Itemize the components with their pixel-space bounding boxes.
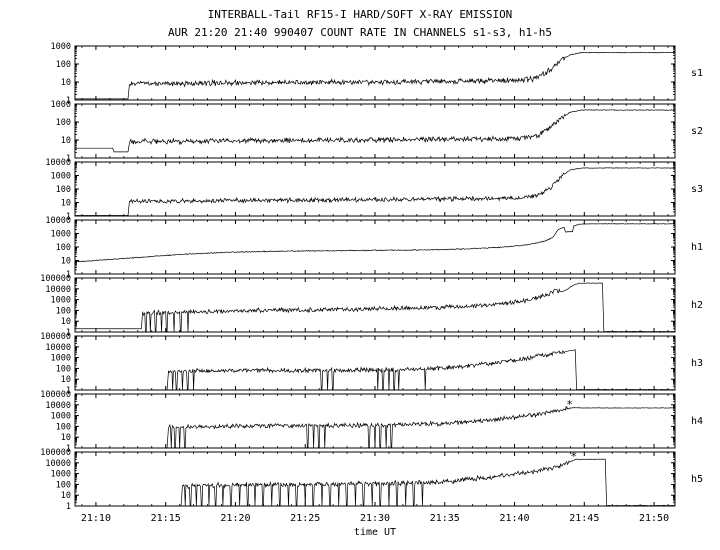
y-tick-label: 1 bbox=[66, 96, 71, 106]
y-tick-label: 10 bbox=[61, 375, 71, 385]
panel-s1: 1 10 100 1000 s1 bbox=[51, 42, 704, 106]
y-tick-label: 10000 bbox=[45, 343, 71, 353]
panel-border bbox=[74, 161, 676, 217]
panel-label-s1: s1 bbox=[691, 68, 703, 79]
y-tick-label: 1 bbox=[66, 270, 71, 280]
y-tick-label: 100000 bbox=[40, 448, 71, 458]
y-tick-label: 10 bbox=[61, 433, 71, 443]
y-tick-label: 10 bbox=[61, 317, 71, 327]
x-axis-title: time UT bbox=[354, 527, 396, 538]
x-tick-label: 21:25 bbox=[290, 513, 320, 524]
panel-border bbox=[74, 103, 676, 159]
panel-label-h3: h3 bbox=[691, 358, 703, 369]
y-tick-label: 100 bbox=[56, 60, 71, 70]
x-tick-label: 21:20 bbox=[220, 513, 250, 524]
y-tick-label: 10 bbox=[61, 199, 71, 209]
y-tick-label: 1000 bbox=[51, 412, 71, 422]
series-h2 bbox=[75, 282, 676, 333]
panel-h1: 1 10 100 1000 10000 h1 bbox=[45, 216, 703, 280]
y-tick-label: 1 bbox=[66, 386, 71, 396]
panel-border bbox=[74, 451, 676, 507]
series-h5 bbox=[180, 458, 676, 507]
y-tick-label: 1 bbox=[66, 328, 71, 338]
x-tick-label: 21:45 bbox=[569, 513, 599, 524]
series-h4 bbox=[166, 406, 676, 449]
series-h1 bbox=[74, 223, 676, 263]
peak-marker-h4: * bbox=[566, 398, 573, 411]
x-axis-labels-group: 21:10 21:15 21:20 21:25 21:30 21:35 21:40 21:45… bbox=[81, 513, 669, 524]
panel-label-s2: s2 bbox=[691, 126, 703, 137]
panel-border bbox=[74, 335, 676, 391]
y-tick-label: 100 bbox=[56, 118, 71, 128]
panel-s3: 1 10 100 1000 10000 s3 bbox=[45, 158, 703, 222]
panel-label-s3: s3 bbox=[691, 184, 703, 195]
y-tick-label: 100 bbox=[56, 243, 71, 253]
y-tick-label: 100 bbox=[56, 306, 71, 316]
y-tick-label: 10 bbox=[61, 136, 71, 146]
y-tick-label: 1 bbox=[66, 154, 71, 164]
y-tick-label: 1000 bbox=[51, 42, 71, 52]
peak-marker-h5: * bbox=[571, 450, 578, 463]
chart-title: INTERBALL-Tail RF15-I HARD/SOFT X-RAY EM… bbox=[208, 8, 513, 21]
series-h3 bbox=[166, 349, 676, 391]
panel-border bbox=[74, 45, 676, 101]
y-tick-label: 1000 bbox=[51, 100, 71, 110]
x-tick-label: 21:10 bbox=[81, 513, 111, 524]
y-tick-label: 100000 bbox=[40, 390, 71, 400]
panel-label-h4: h4 bbox=[691, 416, 703, 427]
y-tick-label: 100000 bbox=[40, 332, 71, 342]
y-tick-label: 1 bbox=[66, 212, 71, 222]
y-tick-label: 10000 bbox=[45, 401, 71, 411]
panel-label-h2: h2 bbox=[691, 300, 703, 311]
y-tick-label: 10000 bbox=[45, 285, 71, 295]
chart-subtitle: AUR 21:20 21:40 990407 COUNT RATE IN CHA… bbox=[168, 26, 552, 39]
y-tick-label: 100 bbox=[56, 422, 71, 432]
series-s3 bbox=[75, 167, 676, 216]
x-tick-label: 21:15 bbox=[151, 513, 181, 524]
panel-border bbox=[74, 219, 676, 275]
panels-group: 1101001000s11101001000s2110100100010000s… bbox=[40, 42, 703, 512]
y-tick-label: 100 bbox=[56, 480, 71, 490]
x-tick-label: 21:35 bbox=[430, 513, 460, 524]
y-tick-label: 1000 bbox=[51, 354, 71, 364]
series-s2 bbox=[75, 109, 676, 153]
y-tick-label: 10000 bbox=[45, 459, 71, 469]
panel-border bbox=[74, 277, 676, 333]
y-tick-label: 10 bbox=[61, 491, 71, 501]
y-tick-label: 10 bbox=[61, 78, 71, 88]
y-tick-label: 10 bbox=[61, 257, 71, 267]
y-tick-label: 1 bbox=[66, 444, 71, 454]
y-tick-label: 1000 bbox=[51, 296, 71, 306]
y-tick-label: 1000 bbox=[51, 230, 71, 240]
y-tick-label: 100 bbox=[56, 185, 71, 195]
series-s1 bbox=[75, 51, 676, 100]
y-tick-label: 10000 bbox=[45, 158, 71, 168]
panel-s2: 1 10 100 1000 s2 bbox=[51, 100, 704, 164]
y-tick-label: 1000 bbox=[51, 172, 71, 182]
panel-label-h1: h1 bbox=[691, 242, 703, 253]
y-tick-label: 100000 bbox=[40, 274, 71, 284]
x-tick-label: 21:40 bbox=[499, 513, 529, 524]
x-tick-label: 21:50 bbox=[639, 513, 669, 524]
y-tick-label: 10000 bbox=[45, 216, 71, 226]
y-tick-label: 100 bbox=[56, 364, 71, 374]
y-tick-label: 1 bbox=[66, 502, 71, 512]
x-tick-label: 21:30 bbox=[360, 513, 390, 524]
y-tick-label: 1000 bbox=[51, 470, 71, 480]
panel-label-h5: h5 bbox=[691, 474, 703, 485]
